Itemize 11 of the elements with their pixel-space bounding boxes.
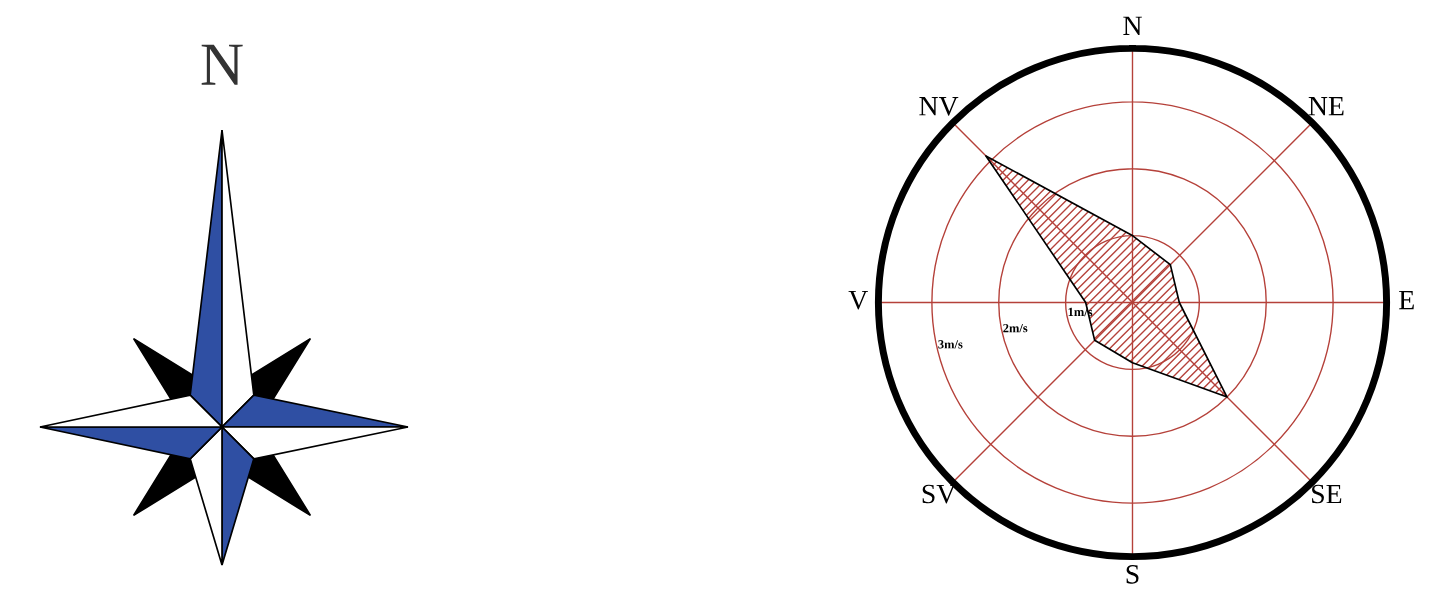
spoke-label: N (1123, 16, 1142, 35)
text: N (201, 44, 243, 85)
spoke-label: E (1399, 290, 1414, 310)
y-tick-label: 2m/s (1003, 323, 1028, 333)
spoke-label: SV (922, 484, 957, 504)
spoke-label: V (848, 290, 868, 310)
spoke-label: NE (1308, 97, 1344, 116)
spoke-label: NV (919, 97, 959, 116)
spoke-label: S (1126, 565, 1139, 584)
spoke-label: SE (1312, 484, 1342, 504)
y-tick-label: 3m/s (938, 340, 963, 349)
